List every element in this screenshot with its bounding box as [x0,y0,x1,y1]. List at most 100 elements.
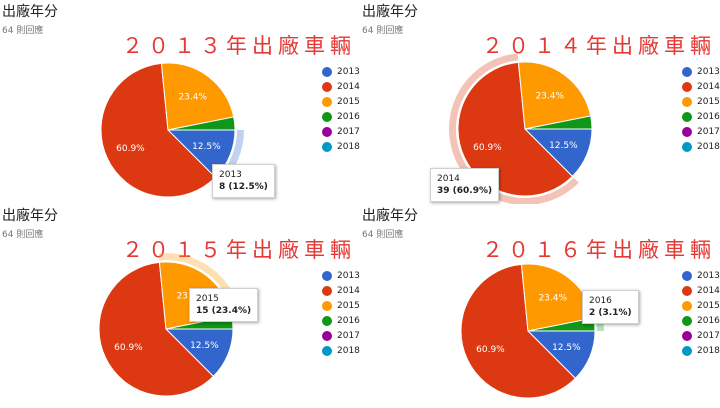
legend: 2013 2014 2015 2016 2017 2018 [322,64,360,154]
legend-swatch [322,270,332,281]
legend-label: 2016 [697,111,720,122]
legend-label: 2018 [337,141,360,152]
legend-label: 2013 [337,270,360,281]
legend: 2013 2014 2015 2016 2017 2018 [682,64,720,154]
chart-panel-2016: 出廠年分 64 則回應 ２０１６年出廠車輛 12.5% 60.9% 23.4% 20… [360,204,720,408]
legend-swatch [322,330,332,341]
legend-swatch [682,270,692,281]
legend-item-2017[interactable]: 2017 [322,328,360,343]
response-count: 64 則回應 [362,230,404,240]
legend: 2013 2014 2015 2016 2017 2018 [322,268,360,358]
legend-item-2013[interactable]: 2013 [682,64,720,79]
legend-item-2015[interactable]: 2015 [682,94,720,109]
legend-swatch [322,141,332,152]
slice-label-2015: 23.4% [178,93,207,103]
legend-item-2014[interactable]: 2014 [682,79,720,94]
pie-slice-2016[interactable] [524,115,593,130]
legend-item-2018[interactable]: 2018 [322,343,360,358]
chart-panel-2014: 出廠年分 64 則回應 ２０１４年出廠車輛 12.5% 60.9% 23.4% 20… [360,0,720,204]
slice-label-2015: 23.4% [535,92,564,102]
legend-label: 2016 [697,315,720,326]
legend-item-2015[interactable]: 2015 [682,298,720,313]
legend-label: 2014 [337,285,360,296]
legend-item-2018[interactable]: 2018 [682,139,720,154]
legend-swatch [322,81,332,92]
legend-item-2014[interactable]: 2014 [682,283,720,298]
legend-swatch [322,111,332,122]
pie-slice-2014[interactable] [457,61,574,197]
pie-slice-2014[interactable] [98,261,215,397]
legend-label: 2015 [337,300,360,311]
legend-swatch [322,315,332,326]
tooltip-year: 2016 [589,296,612,306]
legend-item-2014[interactable]: 2014 [322,283,360,298]
legend-item-2014[interactable]: 2014 [322,79,360,94]
legend-label: 2018 [697,141,720,152]
slice-label-2014: 60.9% [476,345,505,355]
legend-item-2013[interactable]: 2013 [322,268,360,283]
slice-label-2013: 12.5% [549,141,578,151]
response-count: 64 則回應 [2,230,44,240]
legend-swatch [682,111,692,122]
banner-label: ２０１４年出廠車輛 [482,34,716,58]
slice-label-2014: 60.9% [116,144,145,154]
legend-item-2017[interactable]: 2017 [322,124,360,139]
pie-slice-2016[interactable] [167,116,236,131]
legend-swatch [322,126,332,137]
legend-swatch [322,300,332,311]
legend-item-2016[interactable]: 2016 [322,109,360,124]
legend-label: 2013 [697,270,720,281]
legend-item-2017[interactable]: 2017 [682,124,720,139]
slice-label-2014: 60.9% [114,343,143,353]
legend-item-2013[interactable]: 2013 [322,64,360,79]
legend-swatch [682,66,692,77]
banner-label: ２０１５年出廠車輛 [122,238,356,262]
slice-label-2014: 60.9% [473,143,502,153]
legend-swatch [682,81,692,92]
pie-slice-2014[interactable] [100,62,217,198]
legend-swatch [682,315,692,326]
legend-swatch [682,141,692,152]
pie-slice-2015[interactable] [517,61,592,130]
tooltip-value: 39 (60.9%) [437,186,493,196]
legend-swatch [322,96,332,107]
slice-highlight-2013 [216,130,244,184]
response-count: 64 則回應 [362,26,404,36]
legend-swatch [322,285,332,296]
legend-item-2016[interactable]: 2016 [682,313,720,328]
chart-title: 出廠年分 [2,4,58,20]
legend-item-2015[interactable]: 2015 [322,94,360,109]
chart-title: 出廠年分 [362,208,418,224]
legend-swatch [322,66,332,77]
slice-highlight-2014 [449,53,579,204]
tooltip: 2014 39 (60.9%) [430,168,500,202]
slice-label-2013: 12.5% [190,341,219,351]
pie-slice-2015[interactable] [160,62,235,131]
legend-label: 2015 [337,96,360,107]
legend-item-2015[interactable]: 2015 [322,298,360,313]
legend-item-2017[interactable]: 2017 [682,328,720,343]
legend-item-2016[interactable]: 2016 [682,109,720,124]
tooltip: 2016 2 (3.1%) [582,290,639,324]
tooltip-year: 2013 [219,170,242,180]
legend-label: 2013 [697,66,720,77]
legend-label: 2018 [697,345,720,356]
tooltip-value: 15 (23.4%) [196,306,252,316]
banner-label: ２０１３年出廠車輛 [122,34,356,58]
legend-item-2018[interactable]: 2018 [322,139,360,154]
legend-label: 2016 [337,111,360,122]
legend-item-2016[interactable]: 2016 [322,313,360,328]
pie-slice-2014[interactable] [460,263,577,399]
legend-item-2018[interactable]: 2018 [682,343,720,358]
chart-panel-2013: 出廠年分 64 則回應 ２０１３年出廠車輛 12.5% 60.9% 23.4% 20… [0,0,360,204]
legend-item-2013[interactable]: 2013 [682,268,720,283]
banner-label: ２０１６年出廠車輛 [482,238,716,262]
legend-label: 2018 [337,345,360,356]
legend-label: 2017 [337,126,360,137]
legend-label: 2017 [697,330,720,341]
slice-label-2013: 12.5% [192,142,221,152]
legend-swatch [682,96,692,107]
chart-panel-2015: 出廠年分 64 則回應 ２０１５年出廠車輛 12.5%60.9%23.4% 20… [0,204,360,408]
slice-label-2015: 23.4% [538,294,567,304]
tooltip: 2013 8 (12.5%) [212,164,275,198]
